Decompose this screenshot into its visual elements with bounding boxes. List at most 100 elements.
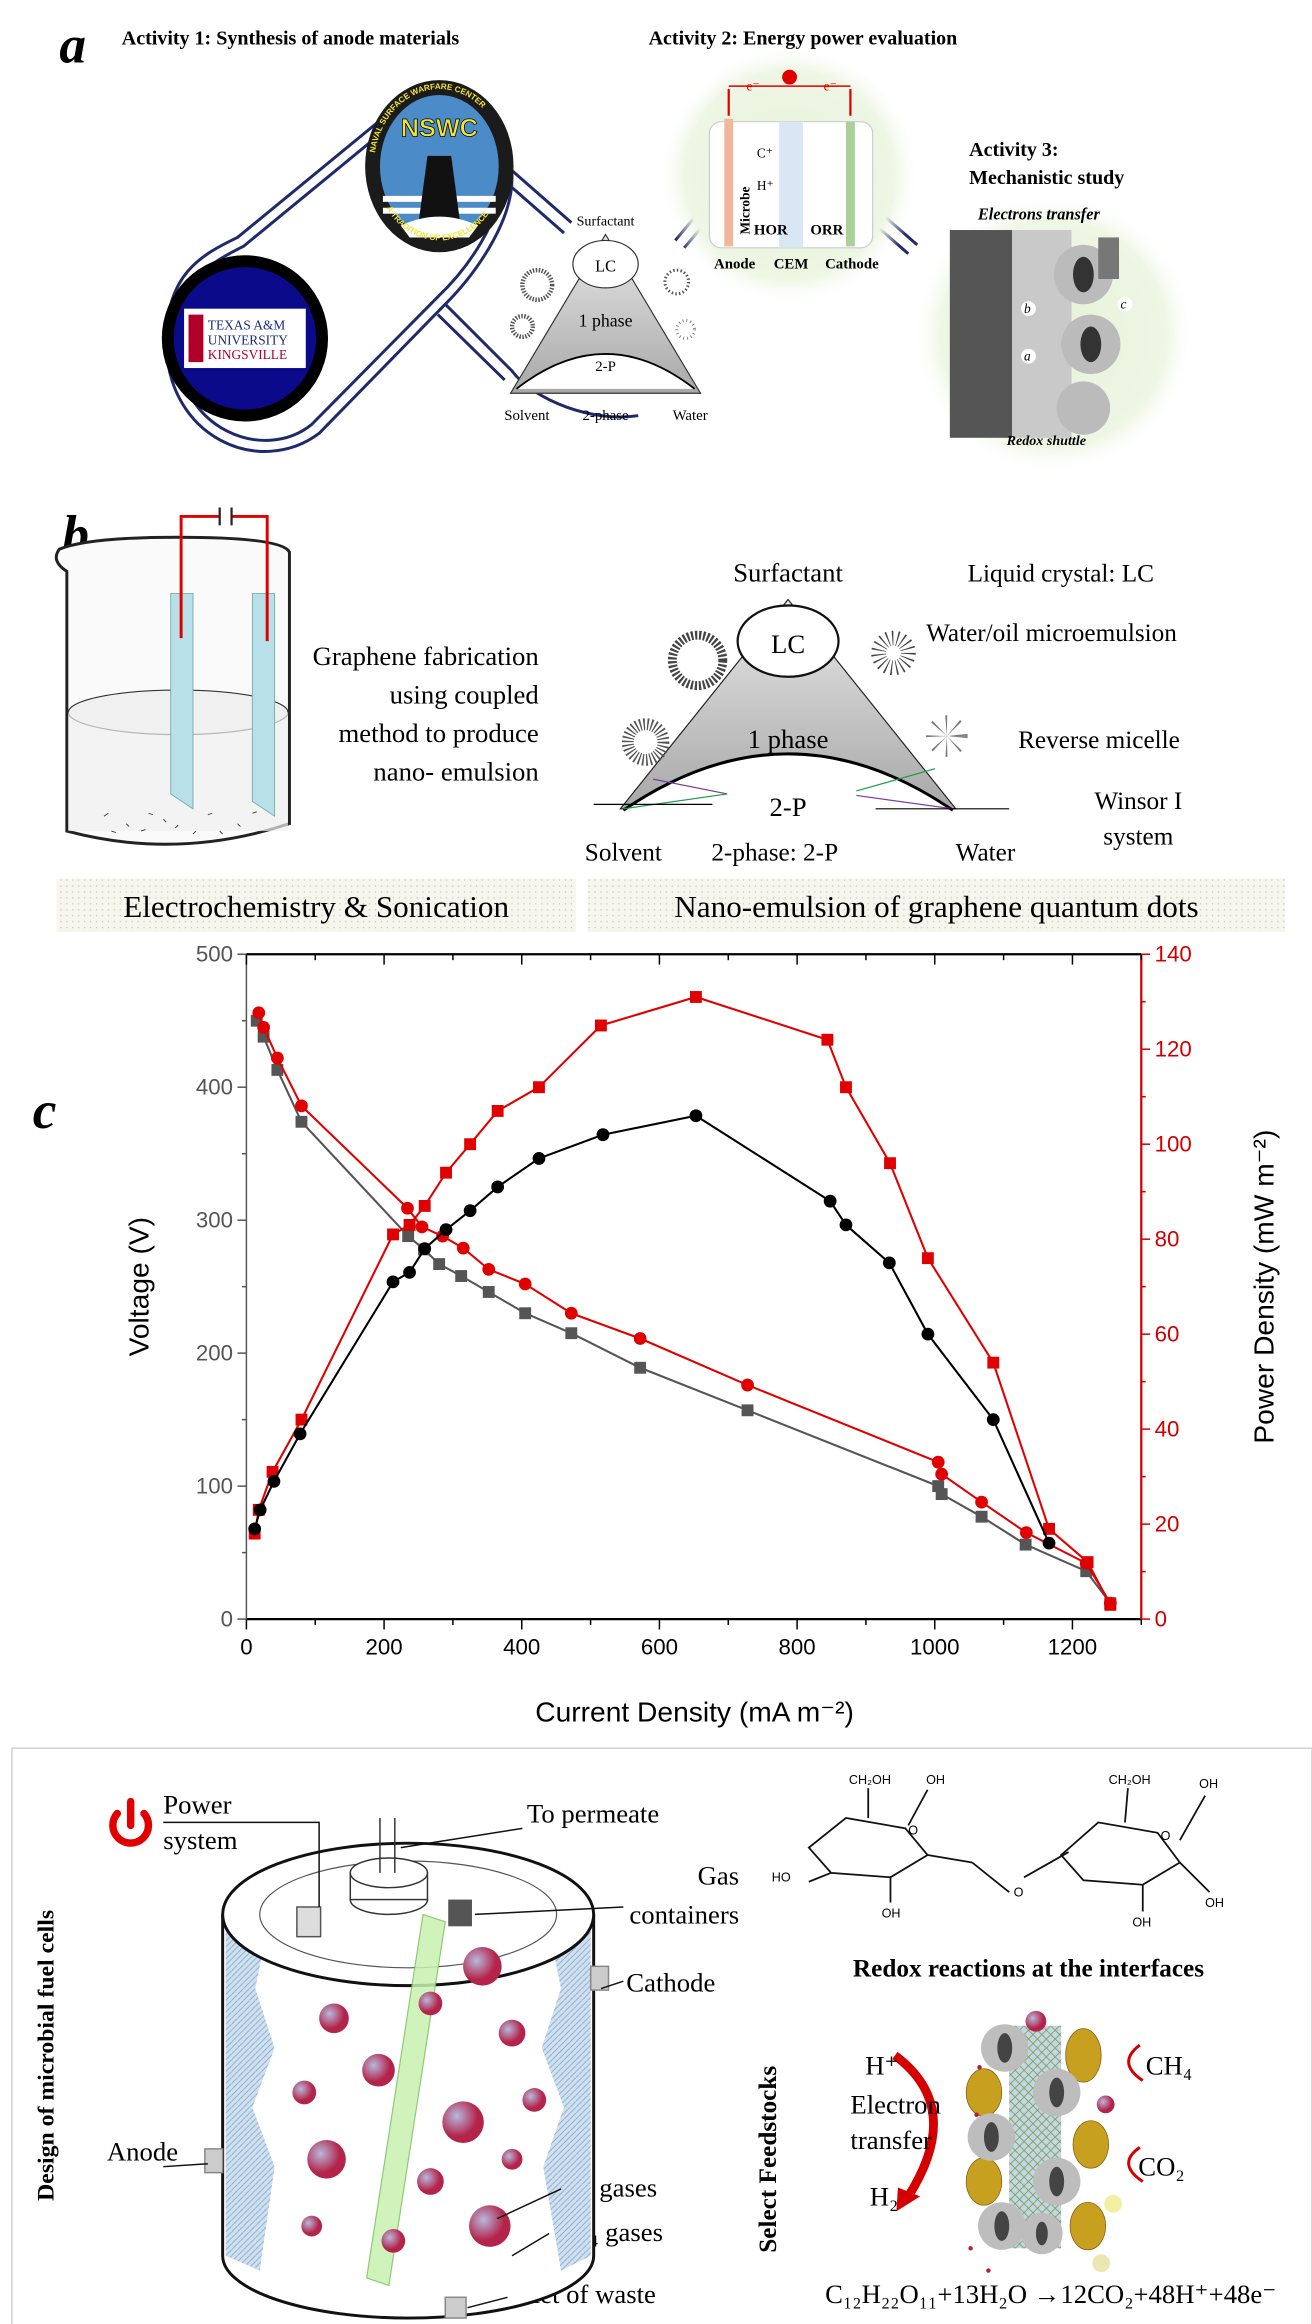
svg-text:CH₄: CH₄ (1146, 2051, 1192, 2081)
x-tick-label: 1200 (1048, 1635, 1098, 1660)
tamuk-logo: TEXAS A&M UNIVERSITY KINGSVILLE (161, 255, 329, 422)
svg-text:Power: Power (163, 1789, 231, 1819)
nswc-logo: NSWC NAVAL SURFACE WARFARE CENTER A TRAD… (365, 80, 514, 253)
design-title: Design of microbial fuel cells (33, 1910, 59, 2201)
activity-3-subtitle: Mechanistic study (969, 167, 1124, 189)
series-3-point (689, 991, 702, 1003)
series-2-point (295, 1099, 308, 1113)
series-1-point (932, 1480, 945, 1493)
y-right-tick-label: 100 (1155, 1132, 1192, 1157)
series-3-point (266, 1465, 279, 1478)
y-right-tick-label: 40 (1155, 1417, 1180, 1442)
y-right-tick-label: 140 (1155, 942, 1192, 967)
series-4-point (267, 1474, 281, 1488)
x-axis-title: Current Density (mA m⁻²) (535, 1695, 854, 1727)
svg-text:Gas: Gas (698, 1861, 740, 1891)
series-3-point (1081, 1556, 1094, 1569)
series-1-point (295, 1115, 308, 1128)
series-2-point (518, 1277, 532, 1291)
svg-text:2-P: 2-P (770, 792, 807, 822)
series-2-point (415, 1220, 429, 1234)
series-1-point (482, 1286, 495, 1298)
y-right-tick-label: 0 (1155, 1607, 1167, 1632)
svg-text:Winsor I: Winsor I (1094, 788, 1182, 815)
series-1-point (433, 1258, 446, 1270)
svg-text:OH: OH (1199, 1777, 1218, 1791)
svg-text:LC: LC (771, 629, 805, 659)
series-4-point (418, 1242, 432, 1256)
svg-text:Water: Water (956, 840, 1016, 867)
series-2-point (257, 1020, 270, 1034)
series-1-point (250, 1014, 263, 1027)
series-4-point (491, 1180, 505, 1194)
x-tick-label: 200 (366, 1635, 403, 1660)
power-icon (109, 1797, 153, 1847)
svg-text:Microbe: Microbe (737, 186, 752, 234)
light-bulb-icon (782, 69, 797, 85)
phase-diagram: Surfactant LC 1 phase 2-P Liquid crystal… (585, 558, 1182, 867)
series-4-point (439, 1223, 453, 1237)
series-1-point (1080, 1565, 1093, 1578)
svg-text:CH₂OH: CH₂OH (849, 1773, 891, 1787)
svg-text:HOR: HOR (754, 222, 788, 238)
svg-text:Anode: Anode (107, 2137, 178, 2167)
series-1-point (455, 1270, 468, 1282)
svg-text:1 phase: 1 phase (579, 310, 633, 330)
svg-text:OH: OH (926, 1773, 945, 1787)
svg-text:Water/oil microemulsion: Water/oil microemulsion (926, 620, 1177, 647)
series-3-point (884, 1157, 896, 1170)
y-left-tick-label: 300 (196, 1208, 233, 1233)
svg-text:transfer: transfer (850, 2125, 932, 2155)
x-tick-label: 400 (503, 1635, 540, 1660)
svg-text:Redox shuttle: Redox shuttle (1006, 433, 1086, 449)
svg-text:H⁺: H⁺ (865, 2051, 898, 2081)
svg-text:2-phase: 2-phase (582, 408, 629, 424)
series-3-point (594, 1019, 607, 1032)
series-2-point (456, 1241, 470, 1255)
interface-illustration (892, 2010, 1144, 2273)
svg-text:OH: OH (1132, 1915, 1151, 1929)
svg-text:Electrons transfer: Electrons transfer (977, 205, 1101, 224)
x-tick-label: 0 (240, 1635, 252, 1660)
y-right-tick-label: 20 (1155, 1512, 1180, 1537)
series-2-point (482, 1262, 496, 1276)
series-3-point (491, 1105, 504, 1117)
svg-text:C⁺: C⁺ (757, 145, 773, 160)
activity-3-title: Activity 3: (969, 139, 1058, 161)
series-2-point (975, 1495, 988, 1509)
svg-text:Surfactant: Surfactant (577, 214, 635, 230)
x-tick-label: 800 (779, 1635, 816, 1660)
svg-text:CO₂: CO₂ (1138, 2152, 1184, 2182)
svg-text:method to produce: method to produce (339, 718, 539, 748)
panel-label-c: c (33, 1080, 57, 1140)
series-1-point (519, 1307, 532, 1320)
svg-text:Cathode: Cathode (626, 1968, 715, 1998)
series-2-point (1019, 1526, 1033, 1540)
panel-a: a Activity 1: Synthesis of anode materia… (59, 14, 1195, 475)
series-4-point (921, 1327, 935, 1341)
series-4-point (986, 1413, 1000, 1427)
series-3-point (840, 1081, 852, 1094)
fuel-cell-reactor (163, 1817, 624, 2320)
y-left-tick-label: 500 (196, 942, 233, 967)
electron-transfer-arrow (892, 2051, 938, 2199)
series-3-point (987, 1356, 1000, 1369)
svg-text:Reverse micelle: Reverse micelle (1018, 727, 1180, 754)
svg-text:Anode: Anode (714, 257, 756, 273)
svg-text:ORR: ORR (810, 222, 843, 238)
panel-label-a: a (59, 14, 86, 74)
series-1-point (257, 1030, 270, 1043)
svg-text:2-P: 2-P (595, 359, 616, 375)
series-3-point (295, 1413, 308, 1426)
series-1-point (271, 1063, 284, 1076)
sucrose-structure (807, 1788, 1211, 1912)
series-4-point (532, 1152, 546, 1165)
y-right-tick-label: 80 (1155, 1227, 1180, 1252)
y-left-axis-title: Voltage (V) (122, 1217, 154, 1356)
redox-title: Redox reactions at the interfaces (853, 1956, 1204, 1983)
panel-c: c 0 200 400 600 800 1000 120001002003004005000… (33, 942, 1280, 1728)
series-3-point (418, 1199, 431, 1212)
svg-text:e⁻: e⁻ (824, 79, 837, 94)
series-2-point (633, 1332, 647, 1345)
